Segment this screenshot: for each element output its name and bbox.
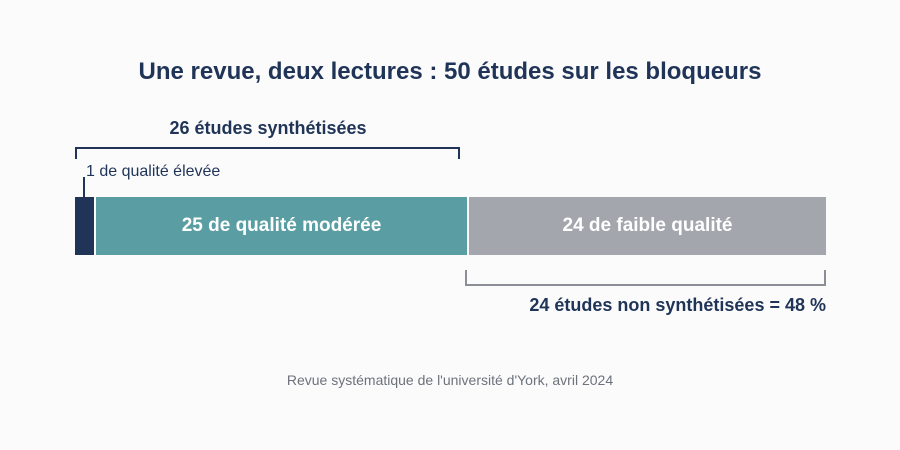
bar-segment-low-quality: 24 de faible qualité — [467, 197, 826, 255]
high-quality-leader-line — [83, 177, 85, 197]
not-synthesized-label: 24 études non synthétisées = 48 % — [529, 295, 826, 315]
not-synthesized-bracket — [465, 270, 826, 286]
synthesized-bracket — [75, 147, 460, 159]
bar-label-low-quality: 24 de faible qualité — [562, 215, 733, 236]
synthesized-label: 26 études synthétisées — [169, 118, 367, 138]
stacked-bar: 25 de qualité modérée 24 de faible quali… — [75, 197, 826, 255]
high-quality-label: 1 de qualité élevée — [86, 163, 221, 180]
chart-title: Une revue, deux lectures : 50 études sur… — [138, 58, 762, 85]
bar-segment-moderate-quality: 25 de qualité modérée — [94, 197, 467, 255]
source-note: Revue systématique de l'université d'Yor… — [286, 372, 614, 388]
bar-label-moderate-quality: 25 de qualité modérée — [181, 215, 382, 236]
bar-segment-high-quality — [75, 197, 94, 255]
